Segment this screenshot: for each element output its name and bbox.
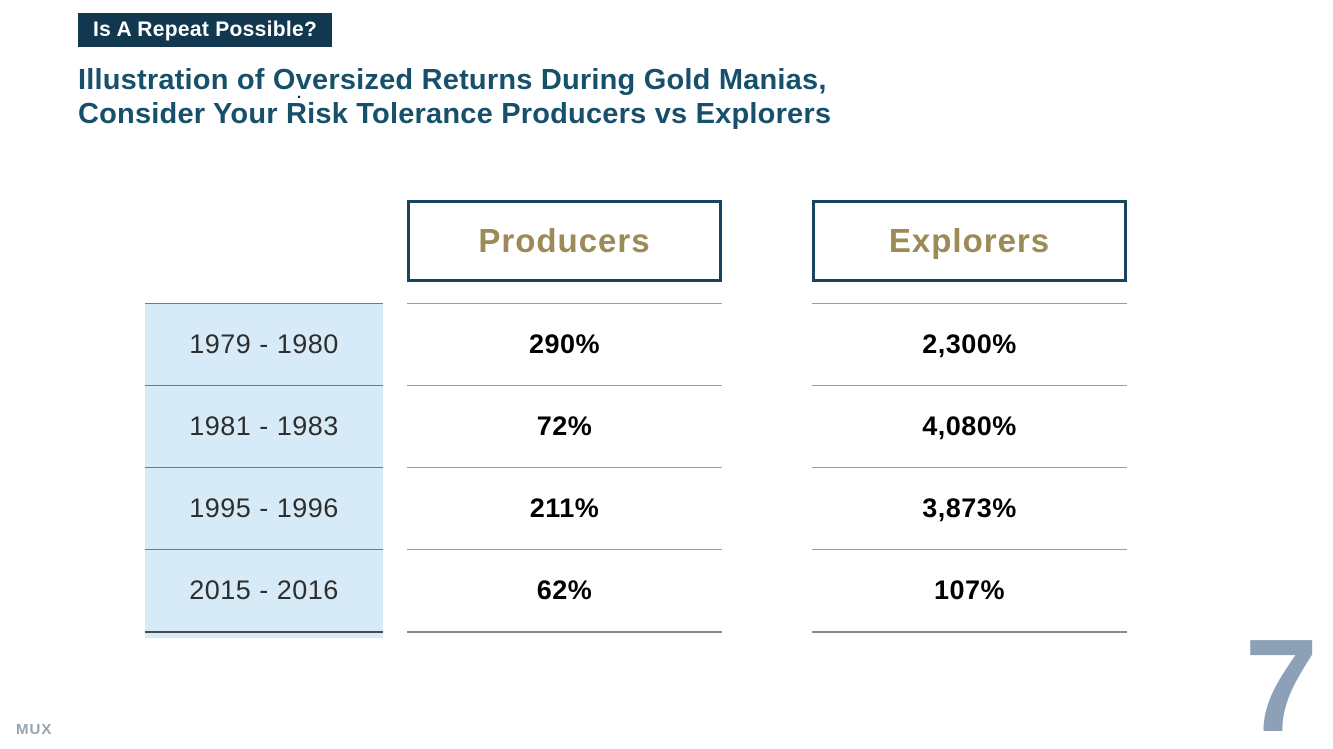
explorers-value: 4,080%	[812, 385, 1127, 467]
row-label-period: 1979 - 1980	[145, 303, 383, 385]
producers-column-footer-line	[407, 631, 722, 633]
period-column: 1979 - 1980 1981 - 1983 1995 - 1996 2015…	[145, 303, 383, 638]
producers-value: 62%	[407, 549, 722, 631]
explorers-value: 2,300%	[812, 303, 1127, 385]
stray-period-mark: .	[297, 85, 302, 102]
explorers-column-header: Explorers	[812, 200, 1127, 282]
explorers-column: 2,300% 4,080% 3,873% 107%	[812, 303, 1127, 633]
slide-title-line-1: Illustration of Oversized Returns During…	[78, 64, 827, 96]
producers-column: 290% 72% 211% 62%	[407, 303, 722, 633]
producers-value: 290%	[407, 303, 722, 385]
row-label-period: 1981 - 1983	[145, 385, 383, 467]
mux-logo: MUX	[16, 721, 53, 738]
producers-value: 211%	[407, 467, 722, 549]
period-column-footer-line	[145, 631, 383, 638]
explorers-value: 107%	[812, 549, 1127, 631]
producers-column-header: Producers	[407, 200, 722, 282]
kicker-badge: Is A Repeat Possible?	[78, 13, 333, 47]
slide-title-line-2: Consider Your Risk Tolerance Producers v…	[78, 98, 832, 130]
row-label-period: 2015 - 2016	[145, 549, 383, 631]
page-number: 7	[1244, 612, 1318, 749]
row-label-period: 1995 - 1996	[145, 467, 383, 549]
producers-value: 72%	[407, 385, 722, 467]
explorers-value: 3,873%	[812, 467, 1127, 549]
slide-title: Illustration of Oversized Returns During…	[78, 63, 831, 131]
explorers-column-footer-line	[812, 631, 1127, 633]
